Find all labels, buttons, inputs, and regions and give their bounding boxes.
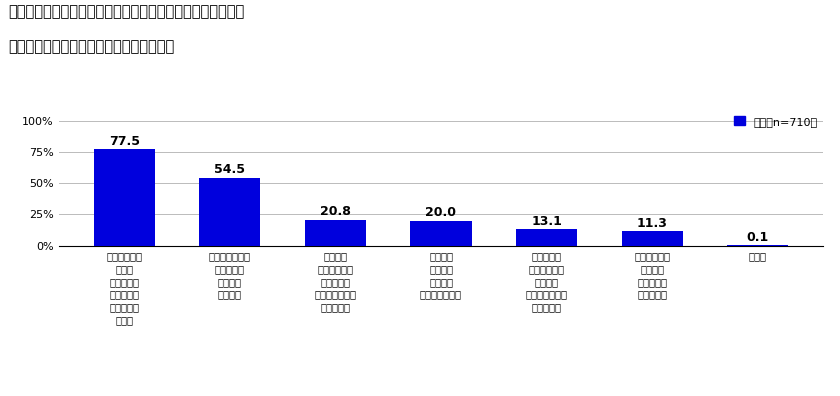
Bar (622, 231, 683, 246)
Text: 今後、診療明細書が必要だと考える理由　［複数回答形式］: 今後、診療明細書が必要だと考える理由 ［複数回答形式］ (8, 4, 244, 19)
Text: 0.1: 0.1 (747, 231, 769, 244)
Bar (305, 220, 366, 246)
Legend: 全体［n=710］: 全体［n=710］ (733, 116, 817, 127)
Bar (516, 229, 577, 246)
Text: 20.8: 20.8 (320, 206, 351, 218)
Bar (411, 221, 471, 246)
Text: 11.3: 11.3 (637, 217, 668, 230)
Text: 13.1: 13.1 (531, 215, 562, 228)
Text: 77.5: 77.5 (108, 135, 139, 148)
Bar (199, 177, 260, 246)
Text: 20.0: 20.0 (426, 206, 456, 219)
Text: 対象：今後、診療明細書が必要だと思う人: 対象：今後、診療明細書が必要だと思う人 (8, 40, 175, 55)
Bar (93, 149, 155, 246)
Text: 54.5: 54.5 (214, 163, 245, 176)
